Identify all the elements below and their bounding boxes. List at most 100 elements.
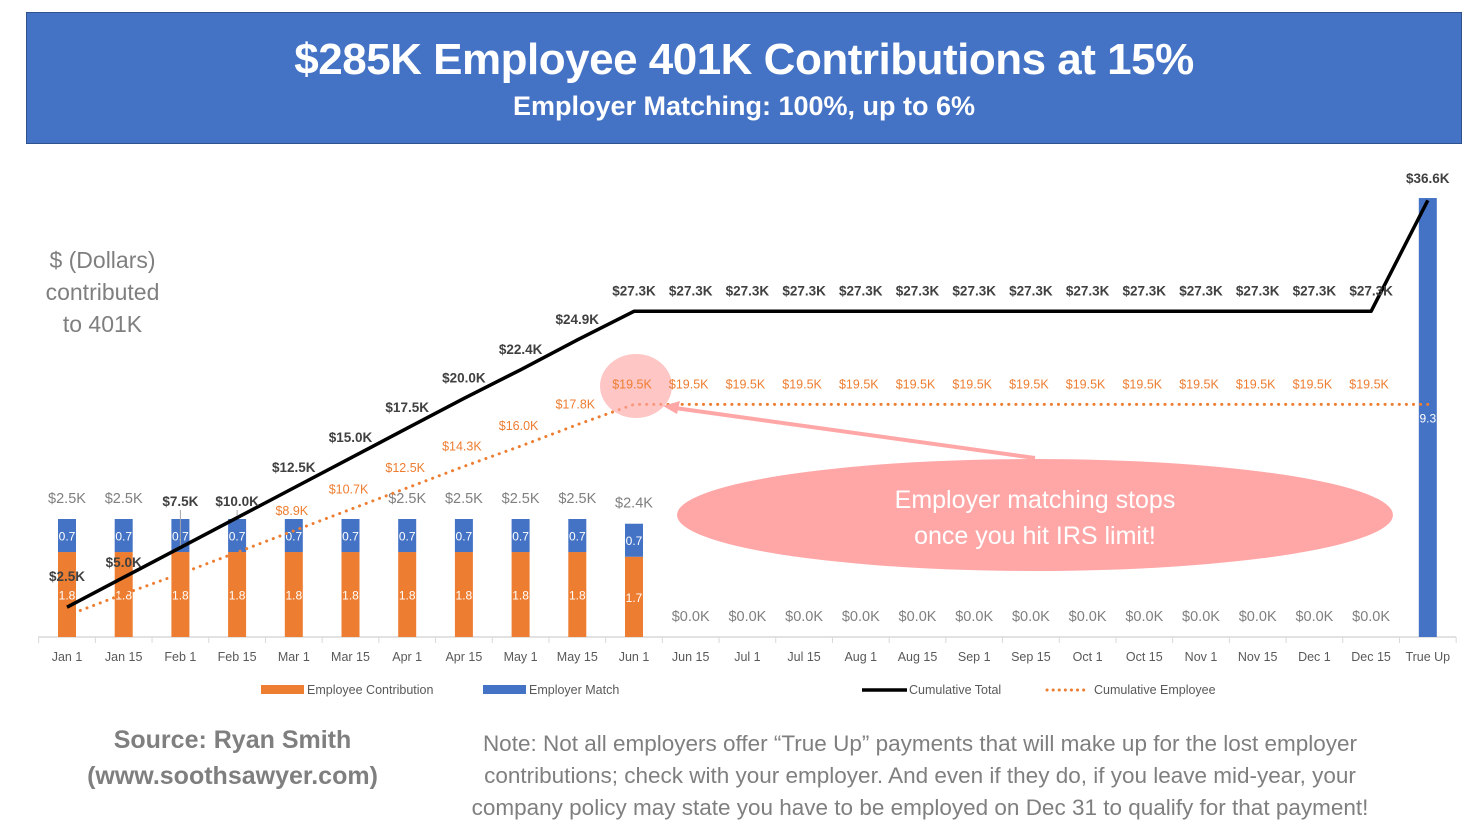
cumulative-total-label: $27.3K bbox=[726, 283, 770, 298]
bar-employer-value-label: 0.7 bbox=[456, 530, 473, 544]
x-tick-label: Mar 1 bbox=[278, 650, 310, 664]
cumulative-employee-label: $17.8K bbox=[555, 398, 595, 412]
cumulative-employee-label: $19.5K bbox=[726, 377, 766, 391]
x-tick-label: Nov 1 bbox=[1185, 650, 1218, 664]
bar-employer-match bbox=[58, 519, 76, 553]
x-tick-label: Jul 15 bbox=[787, 650, 820, 664]
cumulative-total-label: $17.5K bbox=[385, 400, 429, 415]
cumulative-total-label: $27.3K bbox=[1179, 283, 1223, 298]
cumulative-employee-label: $19.5K bbox=[1066, 377, 1106, 391]
bar-employer-match bbox=[568, 519, 587, 553]
cumulative-employee-label: $19.5K bbox=[669, 377, 709, 391]
bar-total-label: $0.0K bbox=[1295, 609, 1333, 625]
bar-total-label: $2.5K bbox=[445, 491, 483, 507]
cumulative-total-label: $27.3K bbox=[896, 283, 940, 298]
chart-title: $285K Employee 401K Contributions at 15% bbox=[294, 35, 1194, 84]
bar-total-label: $2.5K bbox=[502, 491, 540, 507]
bar-employer-match bbox=[228, 519, 247, 553]
bar-employer-match bbox=[114, 519, 133, 553]
cumulative-total-label: $27.3K bbox=[952, 283, 996, 298]
bar-employer-value-label: 0.7 bbox=[512, 530, 529, 544]
bar-employer-match bbox=[284, 519, 303, 553]
bar-employee-contribution bbox=[568, 552, 587, 637]
x-tick-label: Jul 1 bbox=[734, 650, 760, 664]
cumulative-employee-label: $12.5K bbox=[385, 461, 425, 475]
bar-employee-contribution bbox=[398, 552, 417, 637]
bar-employee-contribution bbox=[171, 552, 190, 637]
x-tick-label: Oct 1 bbox=[1073, 650, 1103, 664]
x-tick-label: Dec 1 bbox=[1298, 650, 1331, 664]
bar-employee-value-label: 1.8 bbox=[399, 589, 416, 603]
cumulative-total-label: $27.3K bbox=[669, 283, 713, 298]
x-tick-label: Oct 15 bbox=[1126, 650, 1163, 664]
bar-employer-value-label: 0.7 bbox=[229, 530, 246, 544]
cumulative-employee-label: $19.5K bbox=[896, 377, 936, 391]
y-axis-label: $ (Dollars) contributed to 401K bbox=[20, 244, 185, 340]
bar-employer-match bbox=[398, 519, 417, 553]
y-axis-label-line: contributed bbox=[45, 279, 160, 305]
cumulative-employee-label: $19.5K bbox=[782, 377, 822, 391]
cumulative-total-label: $27.3K bbox=[1349, 283, 1393, 298]
legend-swatch-employer-match bbox=[483, 685, 526, 694]
cumulative-total-label: $12.5K bbox=[272, 460, 316, 475]
cumulative-total-label: $27.3K bbox=[612, 283, 656, 298]
cumulative-total-label: $22.4K bbox=[499, 342, 543, 357]
x-tick-label: Jun 15 bbox=[672, 650, 710, 664]
bar-total-label: $2.5K bbox=[48, 491, 86, 507]
bar-employee-contribution bbox=[341, 552, 360, 637]
bar-employer-match bbox=[341, 519, 360, 553]
annotation-arrow bbox=[674, 406, 1036, 460]
legend-label: Cumulative Employee bbox=[1094, 683, 1216, 697]
bar-employee-value-label: 1.8 bbox=[172, 589, 189, 603]
x-tick-label: Aug 1 bbox=[844, 650, 877, 664]
footnote: Note: Not all employers offer “True Up” … bbox=[425, 728, 1415, 824]
bar-employer-value-label: 0.7 bbox=[399, 530, 416, 544]
x-tick-label: Feb 15 bbox=[218, 650, 257, 664]
cumulative-total-label: $5.0K bbox=[106, 555, 142, 570]
bar-total-label: $0.0K bbox=[1352, 609, 1390, 625]
note-line: contributions; check with your employer.… bbox=[484, 763, 1356, 788]
cumulative-total-label: $7.5K bbox=[162, 494, 198, 509]
bar-employee-contribution bbox=[625, 556, 643, 637]
cumulative-total-label: $15.0K bbox=[329, 430, 373, 445]
cumulative-total-label: $24.9K bbox=[556, 312, 600, 327]
cumulative-employee-label: $10.7K bbox=[329, 482, 369, 496]
bar-employee-value-label: 1.8 bbox=[456, 589, 473, 603]
title-banner: $285K Employee 401K Contributions at 15%… bbox=[26, 12, 1462, 144]
cumulative-total-label: $27.3K bbox=[1066, 283, 1110, 298]
bar-employee-value-label: 1.7 bbox=[626, 591, 643, 605]
cumulative-employee-label: $19.5K bbox=[1349, 377, 1389, 391]
bar-total-label: $2.4K bbox=[615, 496, 653, 512]
cumulative-total-label: $27.3K bbox=[1236, 283, 1280, 298]
bar-employer-value-label: 0.7 bbox=[569, 530, 586, 544]
cumulative-employee-label: $19.5K bbox=[1236, 377, 1276, 391]
cumulative-employee-label: $19.5K bbox=[1179, 377, 1219, 391]
note-line: company policy may state you have to be … bbox=[471, 795, 1369, 820]
bar-total-label: $0.0K bbox=[1012, 609, 1050, 625]
bar-employee-contribution bbox=[58, 552, 76, 637]
legend-label: Cumulative Total bbox=[909, 683, 1001, 697]
cumulative-employee-label: $19.5K bbox=[612, 377, 652, 391]
y-axis-label-line: $ (Dollars) bbox=[49, 247, 156, 273]
bar-employee-contribution bbox=[454, 552, 473, 637]
source-credit: Source: Ryan Smith (www.soothsawyer.com) bbox=[60, 722, 405, 794]
bar-employer-match bbox=[511, 519, 530, 553]
bar-total-label: $0.0K bbox=[672, 609, 710, 625]
bar-employee-value-label: 1.8 bbox=[512, 589, 529, 603]
line-cumulative-employee bbox=[65, 402, 1430, 618]
x-tick-label: May 15 bbox=[557, 650, 598, 664]
bar-employee-value-label: 1.8 bbox=[569, 589, 586, 603]
bar-employer-value-label: 0.7 bbox=[285, 530, 302, 544]
cumulative-total-label: $36.6K bbox=[1406, 171, 1450, 186]
annotation-arrow-head bbox=[663, 401, 680, 414]
bar-total-label: $0.0K bbox=[1069, 609, 1107, 625]
x-tick-label: Sep 15 bbox=[1011, 650, 1051, 664]
source-line: Source: Ryan Smith bbox=[113, 726, 352, 754]
annotation-text: Employer matching stops bbox=[895, 486, 1176, 514]
cumulative-employee-label: $19.5K bbox=[952, 377, 992, 391]
bar-employee-value-label: 1.8 bbox=[285, 589, 302, 603]
bar-employer-match bbox=[1418, 198, 1437, 638]
x-tick-label: True Up bbox=[1405, 650, 1450, 664]
cumulative-employee-label: $16.0K bbox=[499, 419, 539, 433]
